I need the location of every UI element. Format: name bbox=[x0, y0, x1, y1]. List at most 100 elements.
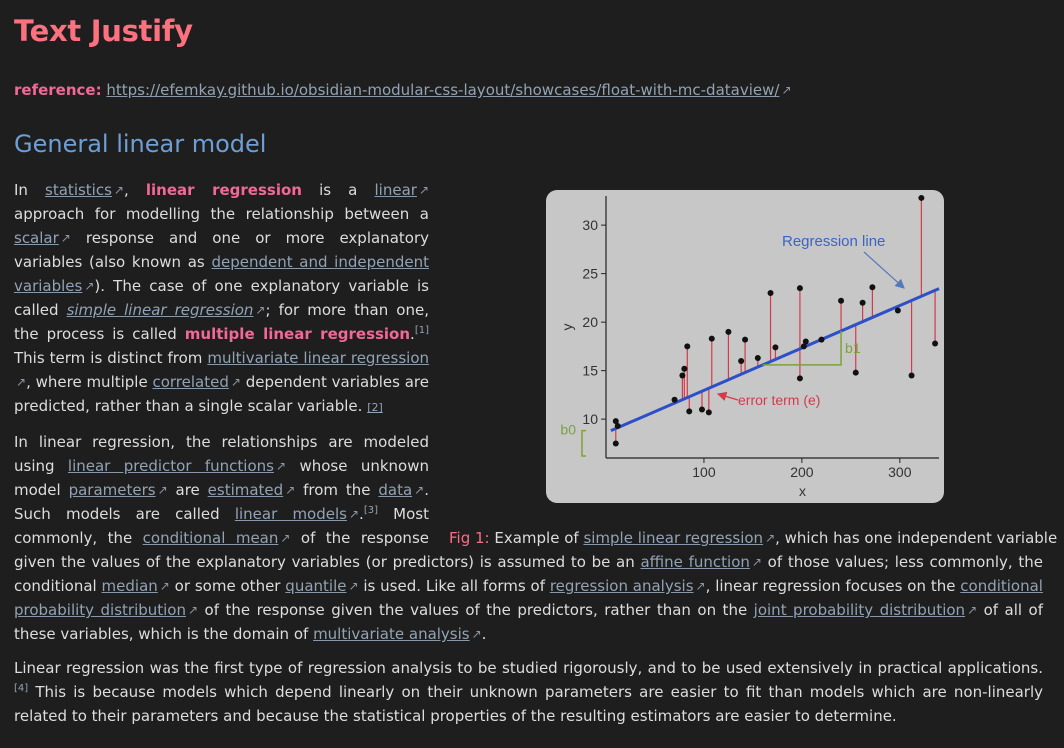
link-conditional-probability-distribution[interactable]: conditional probability distribution bbox=[14, 577, 1043, 619]
regression-plot: 10 15 20 25 30 100 200 300 x y b1 b0 Regression line… bbox=[559, 194, 940, 499]
data-point bbox=[612, 418, 619, 425]
link-dependent-independent-variables[interactable]: dependent and independent variables bbox=[14, 253, 429, 295]
footnote-link[interactable]: [3] bbox=[363, 505, 378, 516]
data-point bbox=[796, 285, 803, 292]
text: of those values; less commonly, the cond… bbox=[14, 553, 1043, 595]
external-link-icon: ↗ bbox=[348, 507, 360, 521]
data-point bbox=[802, 338, 809, 345]
link-estimated[interactable]: estimated bbox=[207, 481, 284, 499]
reference-link[interactable]: https://efemkay.github.io/obsidian-modul… bbox=[106, 81, 780, 99]
external-link-icon: ↗ bbox=[967, 603, 978, 617]
external-link-icon: ↗ bbox=[280, 531, 291, 545]
link-multivariate-analysis[interactable]: multivariate analysis bbox=[313, 625, 470, 643]
external-link-icon: ↗ bbox=[751, 555, 762, 569]
footnote-2[interactable]: [2] bbox=[367, 401, 383, 414]
b0-bracket bbox=[581, 429, 586, 457]
link-simple-linear-regression[interactable]: simple linear regression bbox=[67, 301, 254, 319]
data-point bbox=[725, 328, 732, 335]
footnote-1[interactable]: [1] bbox=[415, 325, 429, 336]
text: are bbox=[167, 481, 208, 499]
link-conditional-mean[interactable]: conditional mean bbox=[142, 529, 279, 547]
text: In linear regression, the relationships … bbox=[14, 433, 429, 475]
link-regression-analysis[interactable]: regression analysis bbox=[549, 577, 694, 595]
data-point bbox=[738, 357, 745, 364]
link-data[interactable]: data bbox=[378, 481, 413, 499]
data-point bbox=[894, 307, 901, 314]
y-tick-label: 10 bbox=[582, 411, 598, 427]
data-point bbox=[698, 406, 705, 413]
data-point bbox=[918, 194, 925, 201]
x-tick-label: 300 bbox=[888, 464, 912, 480]
data-point bbox=[708, 335, 715, 342]
external-link-icon: ↗ bbox=[471, 627, 482, 641]
paragraph-3: Linear regression was the first type of … bbox=[14, 656, 1043, 728]
caption-label: Fig 1: bbox=[449, 529, 490, 547]
y-axis-label: y bbox=[559, 324, 575, 331]
data-point bbox=[614, 422, 621, 429]
text: Most commonly, the bbox=[14, 505, 429, 547]
text: Linear regression was the first type of … bbox=[14, 659, 1043, 677]
plot-container: 10 15 20 25 30 100 200 300 x y b1 b0 Regression line… bbox=[546, 190, 944, 503]
text: of all of these variables, which is the … bbox=[14, 601, 1044, 643]
error-term-arrow bbox=[716, 391, 739, 402]
text: , linear regression focuses on the bbox=[705, 577, 961, 595]
data-point bbox=[754, 355, 761, 362]
data-point bbox=[772, 344, 779, 351]
b1-label: b1 bbox=[845, 340, 861, 356]
external-link-icon: ↗ bbox=[418, 183, 429, 197]
link-linear-predictor-functions[interactable]: linear predictor functions bbox=[67, 457, 274, 475]
reference-line: reference: https://efemkay.github.io/obs… bbox=[14, 80, 792, 100]
text: from the bbox=[295, 481, 379, 499]
external-link-icon: ↗ bbox=[157, 483, 168, 497]
text: whose unknown model bbox=[14, 457, 429, 499]
y-tick-label: 25 bbox=[582, 266, 598, 282]
external-link-icon: ↗ bbox=[16, 375, 27, 389]
paragraph-1: In statistics ↗, linear regression is a l… bbox=[14, 178, 1043, 420]
external-link-icon: ↗ bbox=[414, 483, 425, 497]
link-scalar[interactable]: scalar bbox=[14, 229, 59, 247]
link-quantile[interactable]: quantile bbox=[285, 577, 347, 595]
data-point bbox=[859, 299, 866, 306]
caption-link[interactable]: simple linear regression bbox=[583, 529, 764, 547]
external-link-icon: ↗ bbox=[765, 531, 776, 545]
paragraph-2: In linear regression, the relationships … bbox=[14, 430, 1043, 646]
regression-line-label: Regression line bbox=[782, 233, 885, 250]
link-affine-function[interactable]: affine function bbox=[640, 553, 750, 571]
text: , where multiple bbox=[26, 373, 153, 391]
external-link-icon: ↗ bbox=[60, 231, 71, 245]
footnote-4[interactable]: [4] bbox=[14, 683, 28, 694]
text: dependent variables are predicted, rathe… bbox=[14, 373, 429, 415]
external-link-icon: ↗ bbox=[84, 279, 95, 293]
error-term-label: error term (e) bbox=[738, 392, 820, 408]
link-parameters[interactable]: parameters bbox=[68, 481, 156, 499]
external-link-icon: ↗ bbox=[348, 579, 359, 593]
highlight-linear-regression: linear regression bbox=[145, 181, 302, 199]
reference-label: reference: bbox=[14, 81, 102, 99]
text: approach for modelling the relationship … bbox=[14, 205, 429, 223]
highlight-multiple-linear-regression: multiple linear regression bbox=[184, 325, 411, 343]
footnote-link[interactable]: [4] bbox=[14, 683, 29, 694]
external-link-icon: ↗ bbox=[188, 603, 199, 617]
footnote-3[interactable]: [3] bbox=[364, 505, 378, 516]
link-joint-probability-distribution[interactable]: joint probability distribution bbox=[753, 601, 966, 619]
link-linear[interactable]: linear bbox=[374, 181, 417, 199]
external-link-icon: ↗ bbox=[275, 459, 287, 473]
footnote-link[interactable]: [1] bbox=[414, 325, 429, 336]
caption-text: , which has one independent variable bbox=[775, 529, 1058, 547]
link-correlated[interactable]: correlated bbox=[152, 373, 229, 391]
link-median[interactable]: median bbox=[101, 577, 158, 595]
link-statistics[interactable]: statistics bbox=[45, 181, 112, 199]
text: . bbox=[359, 505, 364, 523]
data-point bbox=[796, 375, 803, 382]
text: ; for more than one, the process is call… bbox=[14, 301, 429, 343]
caption-text: Example of bbox=[489, 529, 584, 547]
text: , bbox=[123, 181, 146, 199]
x-tick-label: 100 bbox=[692, 464, 716, 480]
link-linear-models[interactable]: linear models bbox=[234, 505, 347, 523]
text: response and one or more explanatory var… bbox=[14, 229, 429, 271]
external-link-icon: ↗ bbox=[285, 483, 296, 497]
text: . Such models are called bbox=[14, 481, 430, 523]
figure-regression: 10 15 20 25 30 100 200 300 x y b1 b0 Regression line… bbox=[447, 190, 1057, 549]
link-multivariate-linear-regression[interactable]: multivariate linear regression bbox=[207, 349, 430, 367]
